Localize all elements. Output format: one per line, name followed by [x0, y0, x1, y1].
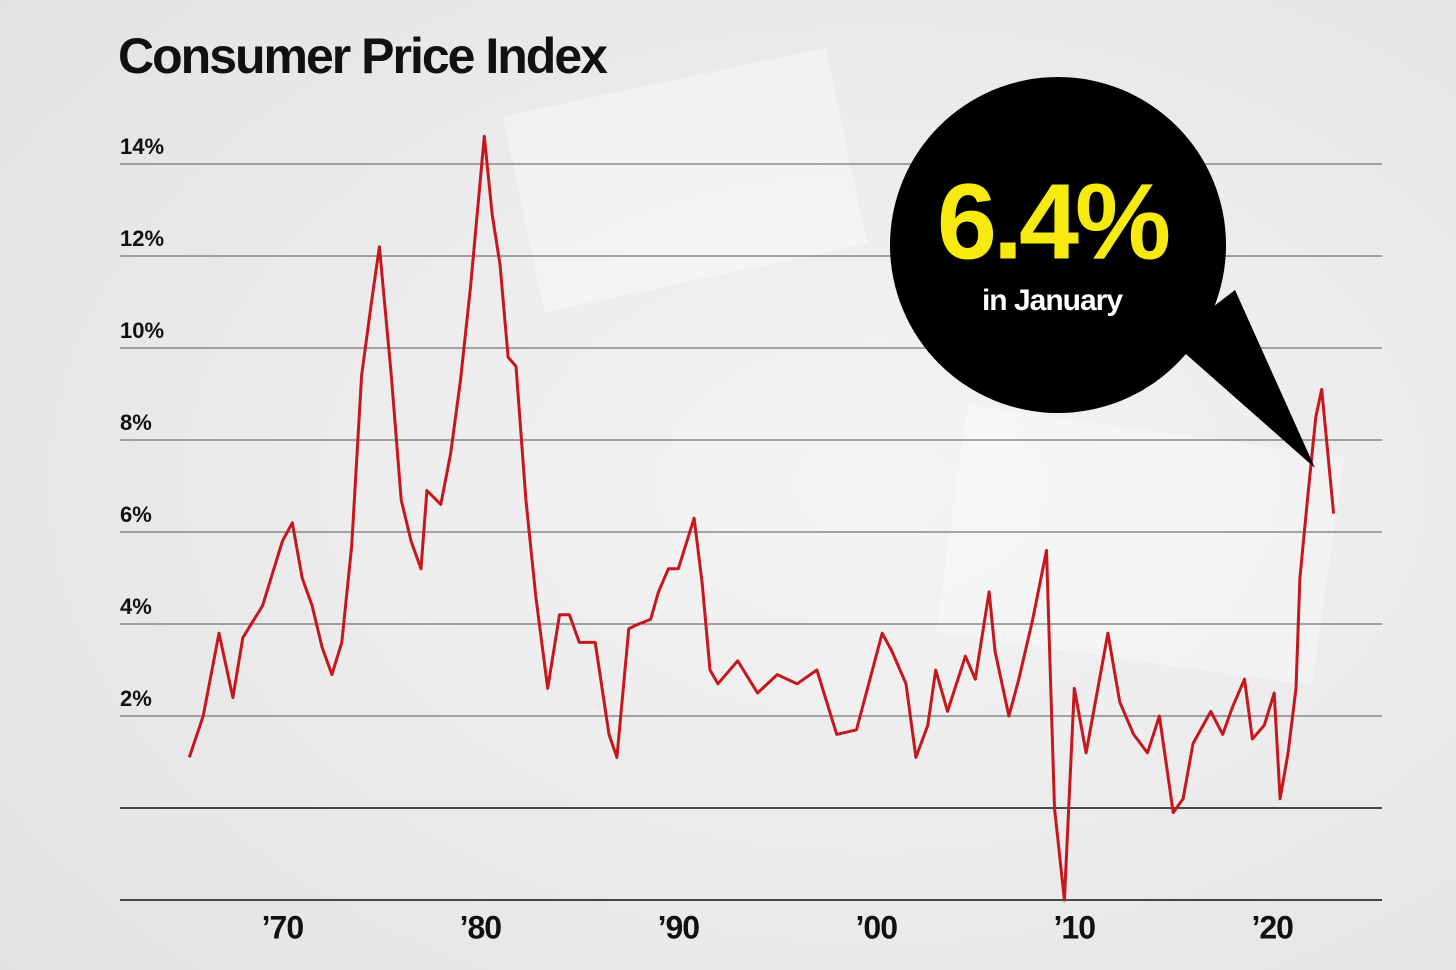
x-tick-label: ’70 — [262, 909, 304, 945]
callout-value: 6.4% — [937, 161, 1169, 282]
x-tick-label: ’00 — [856, 909, 898, 945]
x-tick-label: ’90 — [658, 909, 700, 945]
background-shape — [935, 404, 1345, 686]
cpi-line — [187, 134, 1336, 902]
y-tick-label: 8% — [120, 410, 152, 435]
y-tick-label: 2% — [120, 686, 152, 711]
callout-bubble — [890, 77, 1226, 413]
callout-tail — [1170, 290, 1315, 468]
y-tick-label: 4% — [120, 594, 152, 619]
chart-title: Consumer Price Index — [118, 28, 608, 84]
y-tick-label: 10% — [120, 318, 164, 343]
x-tick-label: ’20 — [1251, 909, 1293, 945]
y-tick-label: 14% — [120, 134, 164, 159]
callout: 6.4% in January — [890, 77, 1315, 468]
x-tick-label: ’80 — [460, 909, 502, 945]
callout-text: in January — [982, 284, 1123, 317]
y-tick-label: 6% — [120, 502, 152, 527]
x-tick-label: ’10 — [1054, 909, 1096, 945]
background-shape — [502, 47, 868, 313]
y-tick-label: 12% — [120, 226, 164, 251]
